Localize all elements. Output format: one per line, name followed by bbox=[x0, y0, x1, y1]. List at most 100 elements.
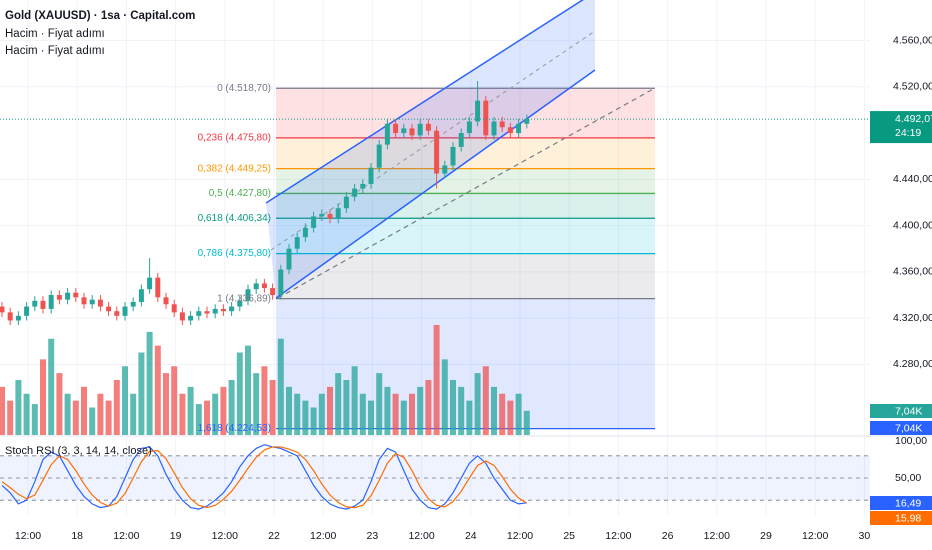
chart-title: Gold (XAUUSD) · 1sa · Capital.com bbox=[5, 10, 195, 22]
candle-body bbox=[278, 269, 284, 296]
candle-body bbox=[212, 308, 218, 314]
candle-body bbox=[360, 183, 366, 189]
volume-bar bbox=[64, 393, 71, 435]
candle-body bbox=[270, 288, 276, 296]
candle-body bbox=[327, 214, 333, 219]
volume-bar bbox=[318, 393, 325, 435]
x-tick-label: 18 bbox=[71, 530, 83, 542]
fib-label: 0,236 (4.475,80) bbox=[198, 133, 271, 144]
stoch-last-label: 16,49 bbox=[895, 497, 921, 509]
volume-bar bbox=[23, 393, 30, 435]
stoch-line bbox=[1, 444, 527, 510]
candle-body bbox=[466, 121, 472, 134]
volume-bar bbox=[523, 410, 530, 435]
y-tick-label: 4.360,00 bbox=[893, 266, 932, 278]
volume-bar bbox=[220, 386, 227, 435]
volume-bar bbox=[277, 338, 284, 435]
volume-bar bbox=[359, 393, 366, 435]
candle-body bbox=[196, 311, 202, 316]
candle-body bbox=[343, 196, 349, 209]
stoch-rsi bbox=[0, 444, 870, 510]
volume-bar bbox=[245, 345, 251, 435]
volume-bar bbox=[0, 386, 5, 435]
candle-body bbox=[97, 299, 103, 307]
x-tick-label: 23 bbox=[367, 530, 379, 542]
volume-bar bbox=[474, 373, 481, 435]
candle-body bbox=[516, 123, 522, 134]
volume-label: 7,04K bbox=[895, 422, 922, 434]
x-tick-label: 30 bbox=[859, 530, 871, 542]
fib-zone bbox=[276, 218, 655, 254]
candle-body bbox=[261, 283, 267, 289]
candle-body bbox=[253, 283, 259, 290]
candle-body bbox=[335, 208, 341, 219]
volume-bar bbox=[433, 325, 440, 435]
volume-bar bbox=[179, 393, 186, 435]
fibonacci bbox=[276, 87, 655, 430]
volume-bar bbox=[425, 380, 432, 435]
x-tick-label: 12:00 bbox=[15, 530, 41, 542]
fib-label: 0,5 (4.427,80) bbox=[209, 188, 271, 199]
fib-label: 0 (4.518,70) bbox=[217, 83, 271, 94]
candle-body bbox=[245, 289, 251, 301]
volume-bar bbox=[269, 380, 276, 435]
volume-bar bbox=[302, 400, 309, 435]
volume-bar bbox=[163, 373, 169, 435]
channel bbox=[265, 0, 656, 299]
y-tick-label: 4.520,00 bbox=[893, 81, 932, 93]
candle-body bbox=[384, 123, 390, 145]
x-tick-label: 12:00 bbox=[605, 530, 631, 542]
volume-bar bbox=[56, 373, 63, 435]
candle-body bbox=[32, 300, 38, 307]
x-tick-label: 12:00 bbox=[704, 530, 730, 542]
candle-body bbox=[163, 297, 169, 305]
volume-bar bbox=[113, 380, 120, 435]
candle-body bbox=[294, 237, 300, 249]
volume-bar bbox=[368, 400, 374, 435]
fib-zone bbox=[276, 253, 655, 299]
volume-bar bbox=[310, 407, 317, 435]
volume-bar bbox=[81, 386, 87, 435]
channel-upper bbox=[265, 0, 584, 204]
volume-bar bbox=[400, 400, 407, 435]
volume-badge bbox=[870, 404, 932, 418]
candle-body bbox=[179, 312, 185, 321]
fib-label: 0,786 (4.375,80) bbox=[198, 248, 271, 259]
y-tick-label: 4.280,00 bbox=[893, 358, 932, 370]
volume-bar bbox=[105, 400, 112, 435]
volume-bar bbox=[97, 393, 104, 435]
x-tick-label: 12:00 bbox=[310, 530, 336, 542]
candle-body bbox=[311, 216, 317, 228]
volume-bar bbox=[343, 380, 350, 435]
candle-body bbox=[368, 167, 374, 184]
volume-bar bbox=[384, 386, 391, 435]
volume-bar bbox=[122, 366, 128, 435]
fib-label: 1,618 (4.224,53) bbox=[198, 423, 271, 434]
candle-body bbox=[106, 306, 112, 312]
candle-body bbox=[0, 306, 5, 313]
stoch-title: Stoch RSI (3, 3, 14, 14, close) bbox=[5, 445, 152, 457]
candles bbox=[0, 80, 870, 326]
candle-body bbox=[65, 292, 71, 300]
candle-body bbox=[40, 300, 46, 309]
y-tick-label: 4.400,00 bbox=[893, 219, 932, 231]
candle-body bbox=[81, 297, 87, 305]
channel-fill bbox=[266, 0, 595, 298]
y-tick-label: 4.320,00 bbox=[893, 312, 932, 324]
y-tick-label: 4.560,00 bbox=[893, 34, 932, 46]
stoch-badge bbox=[870, 496, 932, 510]
stoch-tick-label: 50,00 bbox=[895, 472, 921, 484]
volume-bar bbox=[261, 366, 268, 435]
candle-body bbox=[286, 248, 292, 270]
candle-body bbox=[475, 100, 481, 122]
volume-bar bbox=[491, 386, 497, 435]
candle-body bbox=[204, 311, 210, 314]
volume-bar bbox=[89, 407, 96, 435]
stoch-line bbox=[1, 446, 528, 509]
stoch-tick-label: 100,00 bbox=[895, 435, 927, 447]
x-tick-label: 24 bbox=[465, 530, 477, 542]
candle-body bbox=[229, 306, 235, 312]
volume-bar bbox=[417, 386, 424, 435]
volume-bar bbox=[499, 393, 506, 435]
